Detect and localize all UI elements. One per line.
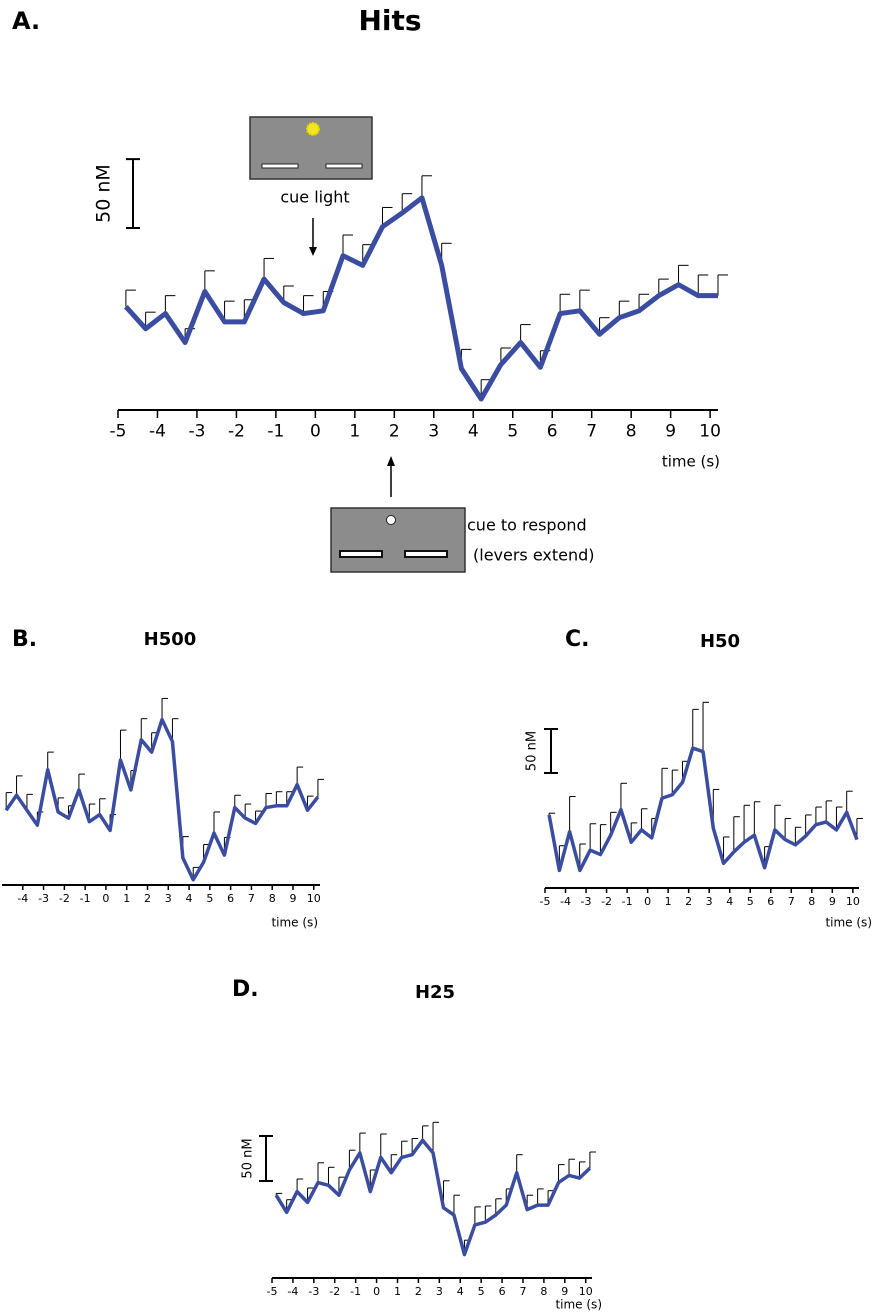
x-tick-label: -5 <box>110 422 127 442</box>
x-tick-label: 0 <box>102 892 109 905</box>
panel-label: D. <box>232 977 259 1002</box>
x-tick-label: 7 <box>519 1285 526 1298</box>
data-line <box>126 198 718 399</box>
x-tick-label: 3 <box>165 892 172 905</box>
x-tick-label: 3 <box>706 895 713 908</box>
x-tick-label: 6 <box>547 422 558 442</box>
x-tick-label: 9 <box>561 1285 568 1298</box>
x-tick-label: 6 <box>227 892 234 905</box>
x-tick-label: 2 <box>144 892 151 905</box>
x-tick-label: -2 <box>228 422 245 442</box>
x-tick-label: -1 <box>267 422 284 442</box>
scale-bar-label: 50 nM <box>241 1138 256 1178</box>
x-axis-label: time (s) <box>555 1298 602 1312</box>
x-tick-label: 7 <box>586 422 597 442</box>
x-tick-label: 8 <box>808 895 815 908</box>
annotation: (levers extend) <box>473 546 595 565</box>
x-tick-label: 1 <box>123 892 130 905</box>
cue-light-icon <box>250 117 372 179</box>
panel-label: A. <box>12 7 40 35</box>
respond-arrow <box>387 456 395 497</box>
x-axis-label: time (s) <box>271 916 318 930</box>
figure: cue light cue to respond (levers extend)… <box>0 0 876 1314</box>
panel-label: C. <box>565 627 590 652</box>
page: {"chart_data": [ {"type": "line", "panel… <box>0 0 876 1314</box>
x-tick-label: 1 <box>665 895 672 908</box>
x-tick-label: -3 <box>581 895 592 908</box>
x-tick-label: 8 <box>269 892 276 905</box>
x-tick-label: -1 <box>350 1285 361 1298</box>
x-tick-label: -3 <box>38 892 49 905</box>
x-tick-label: 3 <box>428 422 439 442</box>
x-tick-label: 7 <box>788 895 795 908</box>
chart-title: Hits <box>358 4 421 37</box>
x-tick-label: 5 <box>206 892 213 905</box>
x-tick-label: -5 <box>267 1285 278 1298</box>
x-tick-label: 9 <box>289 892 296 905</box>
x-tick-label: 4 <box>468 422 479 442</box>
x-axis-label: time (s) <box>662 453 720 471</box>
x-tick-label: -2 <box>329 1285 340 1298</box>
annotation: cue to respond <box>467 516 587 535</box>
x-tick-label: 5 <box>747 895 754 908</box>
x-tick-label: -3 <box>308 1285 319 1298</box>
x-tick-label: -1 <box>80 892 91 905</box>
x-tick-label: 2 <box>415 1285 422 1298</box>
x-tick-label: -4 <box>149 422 166 442</box>
chart-title: H500 <box>144 629 197 650</box>
x-tick-label: 10 <box>307 892 321 905</box>
x-tick-label: -4 <box>17 892 28 905</box>
x-tick-label: -1 <box>622 895 633 908</box>
x-tick-label: 10 <box>846 895 860 908</box>
x-tick-label: 1 <box>394 1285 401 1298</box>
x-tick-label: 0 <box>373 1285 380 1298</box>
x-tick-label: 9 <box>829 895 836 908</box>
x-tick-label: -4 <box>560 895 571 908</box>
x-tick-label: 5 <box>478 1285 485 1298</box>
cue-light-arrow <box>309 218 317 256</box>
x-tick-label: 6 <box>499 1285 506 1298</box>
x-tick-label: 4 <box>186 892 193 905</box>
panel-label: B. <box>12 627 37 652</box>
x-tick-label: 10 <box>579 1285 593 1298</box>
x-tick-label: -4 <box>287 1285 298 1298</box>
x-tick-label: 8 <box>540 1285 547 1298</box>
respond-icon <box>331 508 465 572</box>
x-tick-label: 0 <box>310 422 321 442</box>
x-tick-label: -2 <box>601 895 612 908</box>
annotation: cue light <box>280 188 349 207</box>
x-tick-label: 6 <box>767 895 774 908</box>
data-line <box>6 720 318 880</box>
x-tick-label: 4 <box>726 895 733 908</box>
x-tick-label: 8 <box>626 422 637 442</box>
x-tick-label: 9 <box>665 422 676 442</box>
chart-title: H25 <box>415 982 455 1003</box>
x-tick-label: 4 <box>457 1285 464 1298</box>
scale-bar-label: 50 nM <box>93 164 115 223</box>
x-tick-label: 5 <box>507 422 518 442</box>
x-tick-label: 1 <box>349 422 360 442</box>
x-tick-label: -3 <box>188 422 205 442</box>
x-tick-label: 2 <box>389 422 400 442</box>
x-tick-label: 0 <box>644 895 651 908</box>
x-tick-label: 3 <box>436 1285 443 1298</box>
x-tick-label: 10 <box>699 422 721 442</box>
x-tick-label: 2 <box>685 895 692 908</box>
x-tick-label: -5 <box>540 895 551 908</box>
data-line <box>549 748 857 870</box>
x-axis-label: time (s) <box>825 916 872 930</box>
scale-bar-label: 50 nM <box>525 731 540 771</box>
data-line <box>276 1140 590 1254</box>
chart-title: H50 <box>700 631 740 652</box>
x-tick-label: -2 <box>59 892 70 905</box>
x-tick-label: 7 <box>248 892 255 905</box>
